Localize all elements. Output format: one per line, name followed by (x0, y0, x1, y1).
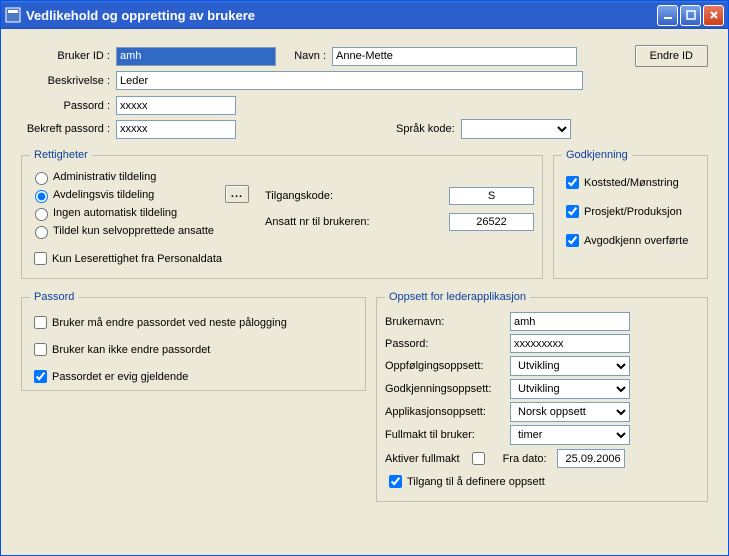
leder-passord-label: Passord: (385, 338, 510, 350)
passord-label: Passord : (21, 100, 116, 112)
rett-r2[interactable]: Avdelingsvis tildeling (30, 187, 225, 203)
ansattnr-value[interactable]: 26522 (449, 213, 534, 231)
godk-g3[interactable]: Avgodkjenn overførte (562, 231, 699, 250)
leder-app-label: Applikasjonsoppsett: (385, 406, 510, 418)
aktiver-fullmakt-checkbox[interactable] (472, 452, 485, 465)
passord-legend: Passord (30, 291, 78, 303)
leder-oppsett-group: Oppsett for lederapplikasjon Brukernavn:… (376, 291, 708, 502)
rettigheter-group: Rettigheter Administrativ tildeling Avde… (21, 149, 543, 279)
tilgangskode-value[interactable]: S (449, 187, 534, 205)
leder-oppfolging-select[interactable]: Utvikling (510, 356, 630, 376)
sprak-label: Språk kode: (396, 123, 455, 135)
password-section: Passord : Bekreft passord : Språk kode: (21, 96, 708, 139)
godkjenning-group: Godkjenning Koststed/Mønstring Prosjekt/… (553, 149, 708, 279)
client-area: Bruker ID : Navn : Endre ID Beskrivelse … (1, 29, 728, 555)
godk-g2[interactable]: Prosjekt/Produksjon (562, 202, 699, 221)
navn-field[interactable] (332, 47, 577, 66)
fradato-label: Fra dato: (503, 453, 547, 465)
app-icon (5, 7, 21, 23)
bruker-id-label: Bruker ID : (21, 50, 116, 62)
passord-field[interactable] (116, 96, 236, 115)
rett-r4[interactable]: Tildel kun selvopprettede ansatte (30, 223, 225, 239)
beskrivelse-label: Beskrivelse : (21, 75, 116, 87)
bruker-id-field[interactable] (116, 47, 276, 66)
leder-brukernavn-label: Brukernavn: (385, 316, 510, 328)
rettigheter-legend: Rettigheter (30, 149, 92, 161)
aktiver-fullmakt-label: Aktiver fullmakt (385, 453, 460, 465)
maximize-button[interactable] (680, 5, 701, 26)
bekreft-passord-field[interactable] (116, 120, 236, 139)
leder-godkjenning-select[interactable]: Utvikling (510, 379, 630, 399)
navn-label: Navn : (282, 50, 332, 62)
leder-app-select[interactable]: Norsk oppsett (510, 402, 630, 422)
pw-p1[interactable]: Bruker må endre passordet ved neste pålo… (30, 313, 357, 332)
kun-lese-checkbox[interactable]: Kun Leserettighet fra Personaldata (30, 249, 534, 268)
close-button[interactable] (703, 5, 724, 26)
ellipsis-button[interactable]: ... (225, 185, 249, 203)
beskrivelse-field[interactable] (116, 71, 583, 90)
godk-g1[interactable]: Koststed/Mønstring (562, 173, 699, 192)
passord-group: Passord Bruker må endre passordet ved ne… (21, 291, 366, 391)
godkjenning-legend: Godkjenning (562, 149, 632, 161)
leder-oppfolging-label: Oppfølgingsoppsett: (385, 360, 510, 372)
leder-legend: Oppsett for lederapplikasjon (385, 291, 530, 303)
minimize-button[interactable] (657, 5, 678, 26)
endre-id-button[interactable]: Endre ID (635, 45, 708, 67)
ansattnr-label: Ansatt nr til brukeren: (265, 216, 380, 228)
leder-godkjenning-label: Godkjenningsoppsett: (385, 383, 510, 395)
leder-passord-field[interactable] (510, 334, 630, 353)
fradato-field[interactable] (557, 449, 625, 468)
tilgang-def-checkbox[interactable]: Tilgang til å definere oppsett (385, 472, 699, 491)
titlebar[interactable]: Vedlikehold og oppretting av brukere (1, 1, 728, 29)
app-window: Vedlikehold og oppretting av brukere Bru… (0, 0, 729, 556)
bekreft-passord-label: Bekreft passord : (21, 123, 116, 135)
rett-r1[interactable]: Administrativ tildeling (30, 169, 225, 185)
pw-p3[interactable]: Passordet er evig gjeldende (30, 367, 357, 386)
sprak-select[interactable] (461, 119, 571, 139)
tilgangskode-label: Tilgangskode: (265, 190, 380, 202)
leder-brukernavn-field[interactable] (510, 312, 630, 331)
identity-section: Bruker ID : Navn : Endre ID Beskrivelse … (21, 45, 708, 90)
window-title: Vedlikehold og oppretting av brukere (26, 8, 655, 23)
rett-r3[interactable]: Ingen automatisk tildeling (30, 205, 225, 221)
pw-p2[interactable]: Bruker kan ikke endre passordet (30, 340, 357, 359)
leder-fullmakt-select[interactable]: timer (510, 425, 630, 445)
leder-fullmakt-label: Fullmakt til bruker: (385, 429, 510, 441)
